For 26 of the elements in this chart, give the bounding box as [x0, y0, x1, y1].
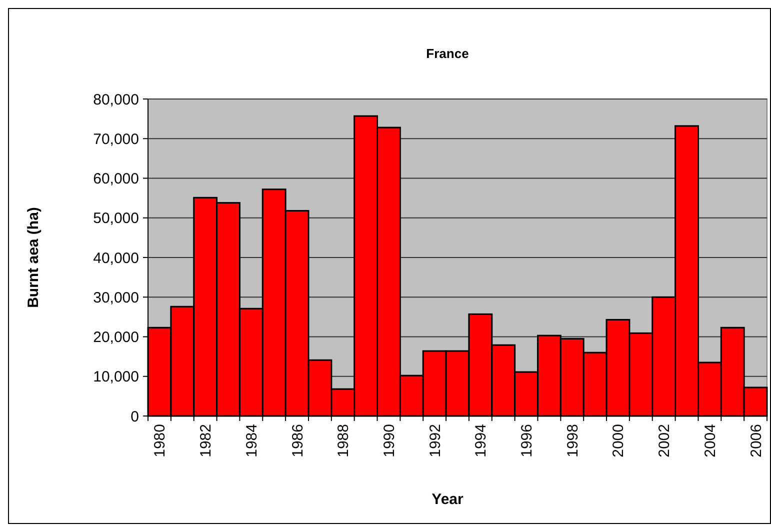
x-tick-label: 1998 [564, 424, 582, 458]
y-tick-label: 30,000 [93, 289, 139, 306]
y-tick-label: 60,000 [93, 170, 139, 188]
y-tick-label: 20,000 [93, 329, 139, 346]
y-tick-label: 10,000 [93, 368, 139, 386]
y-axis-title: Burnt aea (ha) [25, 207, 42, 308]
x-tick-label: 2002 [656, 424, 674, 458]
x-tick-label: 2000 [610, 424, 628, 458]
y-tick-label: 0 [130, 408, 139, 426]
x-tick-label: 1986 [289, 424, 306, 458]
x-tick-label: 1988 [335, 424, 352, 458]
y-tick-label: 70,000 [93, 130, 139, 148]
x-tick-label: 2006 [748, 424, 765, 458]
x-tick-label: 1994 [472, 424, 490, 458]
x-tick-label: 1996 [518, 424, 536, 458]
y-tick-label: 40,000 [93, 250, 139, 267]
x-tick-label: 1984 [243, 424, 260, 458]
y-tick-label: 50,000 [93, 210, 139, 228]
x-tick-label: 2004 [702, 424, 719, 458]
x-tick-label: 1990 [380, 424, 398, 458]
x-axis-title: Year [432, 491, 464, 508]
x-tick-label: 1982 [198, 424, 215, 458]
x-tick-label: 1992 [426, 424, 444, 458]
x-tick-label: 1980 [152, 424, 169, 458]
y-tick-label: 80,000 [93, 91, 139, 108]
chart-title: France [426, 46, 469, 61]
